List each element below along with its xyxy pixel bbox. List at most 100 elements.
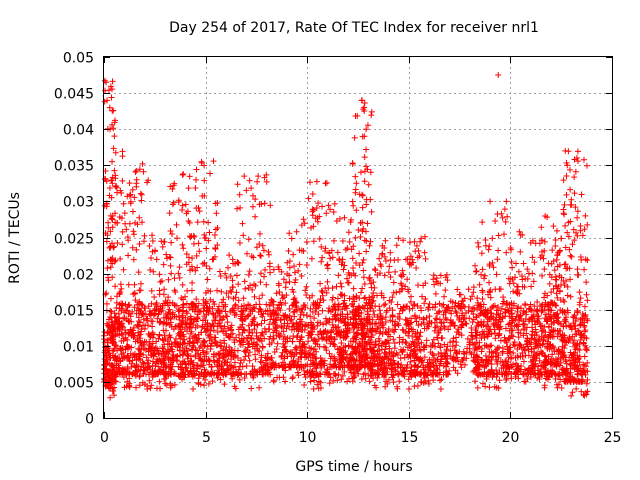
data-point bbox=[196, 355, 203, 362]
data-point bbox=[136, 306, 143, 313]
data-point bbox=[554, 333, 561, 340]
data-point bbox=[470, 289, 477, 296]
data-point bbox=[108, 334, 115, 341]
data-point bbox=[569, 333, 576, 340]
data-point bbox=[144, 179, 151, 186]
data-point bbox=[553, 381, 560, 388]
data-point bbox=[396, 310, 403, 317]
data-point bbox=[179, 206, 186, 213]
data-point bbox=[264, 350, 271, 357]
data-point bbox=[351, 348, 358, 355]
data-point bbox=[280, 328, 287, 335]
data-point bbox=[308, 331, 315, 338]
data-point bbox=[263, 301, 270, 308]
data-point bbox=[203, 245, 210, 252]
data-point bbox=[414, 254, 421, 261]
data-point bbox=[300, 363, 307, 370]
data-point bbox=[418, 307, 425, 314]
data-point bbox=[144, 315, 151, 322]
data-point bbox=[537, 371, 544, 378]
data-point bbox=[581, 303, 588, 310]
data-point bbox=[298, 273, 305, 280]
data-point bbox=[192, 304, 199, 311]
data-point bbox=[412, 248, 419, 255]
data-point bbox=[140, 316, 147, 323]
data-point bbox=[257, 358, 264, 365]
data-point bbox=[165, 276, 172, 283]
data-point bbox=[179, 302, 186, 309]
data-point bbox=[376, 330, 383, 337]
data-point bbox=[372, 351, 379, 358]
data-point bbox=[312, 340, 319, 347]
data-point bbox=[545, 306, 552, 313]
data-point bbox=[370, 375, 377, 382]
data-point bbox=[367, 238, 374, 245]
data-point bbox=[298, 333, 305, 340]
data-point bbox=[313, 204, 320, 211]
data-point bbox=[214, 241, 221, 248]
data-point bbox=[291, 269, 298, 276]
data-point bbox=[133, 246, 140, 253]
y-tick-label: 0.01 bbox=[63, 340, 94, 356]
data-point bbox=[291, 263, 298, 270]
data-point bbox=[212, 245, 219, 252]
data-point bbox=[364, 220, 371, 227]
data-point bbox=[366, 275, 373, 282]
data-point bbox=[518, 362, 525, 369]
data-point bbox=[323, 179, 330, 186]
data-point bbox=[450, 335, 457, 342]
data-point bbox=[482, 312, 489, 319]
data-point bbox=[571, 376, 578, 383]
data-point bbox=[114, 219, 121, 226]
data-point bbox=[148, 300, 155, 307]
data-point bbox=[226, 252, 233, 259]
data-point bbox=[356, 363, 363, 370]
data-point bbox=[103, 178, 110, 185]
data-point bbox=[318, 361, 325, 368]
data-point bbox=[549, 247, 556, 254]
data-point bbox=[384, 307, 391, 314]
data-point bbox=[324, 371, 331, 378]
data-point bbox=[519, 349, 526, 356]
data-point bbox=[134, 368, 141, 375]
data-point bbox=[363, 317, 370, 324]
data-point bbox=[466, 349, 473, 356]
data-point bbox=[363, 126, 370, 133]
data-point bbox=[487, 305, 494, 312]
data-point bbox=[316, 213, 323, 220]
data-point bbox=[307, 350, 314, 357]
data-point bbox=[111, 133, 118, 140]
data-point bbox=[532, 329, 539, 336]
data-point bbox=[404, 344, 411, 351]
data-point bbox=[286, 278, 293, 285]
data-point bbox=[117, 281, 124, 288]
data-point bbox=[225, 294, 232, 301]
data-point bbox=[197, 308, 204, 315]
data-point bbox=[257, 279, 264, 286]
data-point bbox=[413, 336, 420, 343]
data-point bbox=[583, 344, 590, 351]
data-point bbox=[166, 210, 173, 217]
data-point bbox=[513, 360, 520, 367]
data-point bbox=[286, 305, 293, 312]
data-point bbox=[467, 296, 474, 303]
data-point bbox=[566, 166, 573, 173]
data-point bbox=[190, 240, 197, 247]
data-point bbox=[307, 373, 314, 380]
data-point bbox=[318, 243, 325, 250]
data-point bbox=[295, 267, 302, 274]
data-point bbox=[514, 290, 521, 297]
data-point bbox=[271, 348, 278, 355]
data-point bbox=[493, 367, 500, 374]
data-point bbox=[458, 332, 465, 339]
data-point bbox=[501, 206, 508, 213]
data-point bbox=[549, 333, 556, 340]
data-point bbox=[198, 158, 205, 165]
data-point bbox=[566, 246, 573, 253]
data-point bbox=[359, 321, 366, 328]
data-point bbox=[284, 259, 291, 266]
data-point bbox=[220, 296, 227, 303]
data-point bbox=[194, 347, 201, 354]
data-point bbox=[136, 382, 143, 389]
data-point bbox=[487, 198, 494, 205]
